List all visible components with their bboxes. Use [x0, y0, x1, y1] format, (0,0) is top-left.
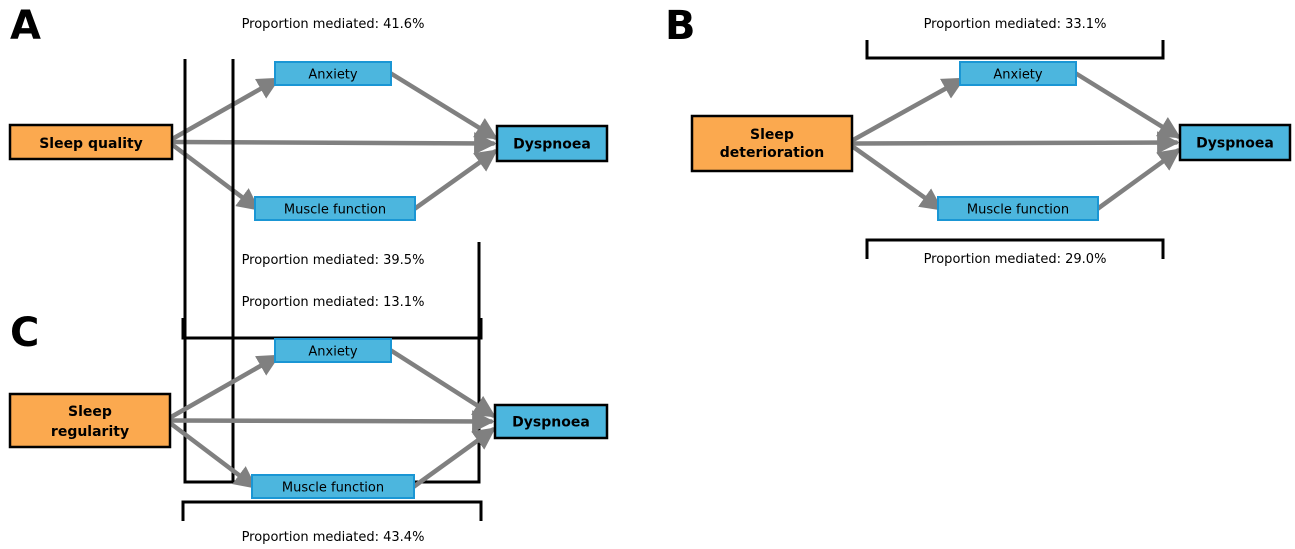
- arrow-exposure-to-outcome: [169, 410, 495, 433]
- arrow-anxiety-to-outcome: [388, 348, 497, 418]
- arrow-muscle-to-outcome: [1095, 148, 1181, 211]
- mediator-muscle-label: Muscle function: [967, 203, 1069, 218]
- exposure-label: Sleep: [68, 404, 112, 420]
- arrow-exposure-to-anxiety: [169, 354, 281, 419]
- exposure-box: [8, 123, 174, 161]
- arrow-exposure-to-outcome: [851, 131, 1180, 154]
- outcome-box: [1178, 123, 1292, 162]
- arrow-anxiety-to-outcome: [388, 71, 499, 140]
- mediator-muscle-label: Muscle function: [282, 481, 384, 496]
- panel-c: C Proportion mediated: 13.1% Proportion me…: [8, 295, 609, 545]
- outcome-box: [495, 124, 609, 163]
- arrow-exposure-to-muscle: [171, 143, 260, 211]
- exposure-label: Sleep: [750, 127, 794, 143]
- proportion-mediated-bottom: Proportion mediated: 29.0%: [924, 252, 1107, 267]
- arrow-muscle-to-outcome: [411, 427, 496, 489]
- mediator-anxiety-box: [274, 338, 392, 363]
- mediator-muscle-label: Muscle function: [284, 203, 386, 218]
- proportion-mediated-top: Proportion mediated: 13.1%: [242, 295, 425, 310]
- mediator-muscle-box: [254, 196, 416, 221]
- arrow-anxiety-to-outcome: [1073, 71, 1182, 139]
- mediator-anxiety-label: Anxiety: [308, 68, 358, 83]
- bracket-bottom: [181, 500, 483, 521]
- exposure-label: Sleep quality: [39, 136, 143, 152]
- proportion-mediated-top: Proportion mediated: 41.6%: [242, 17, 425, 32]
- arrow-exposure-to-muscle: [169, 422, 257, 489]
- mediator-muscle-box: [937, 196, 1099, 221]
- panel-label: C: [10, 310, 39, 356]
- bracket-top: [181, 318, 483, 340]
- outcome-label: Dyspnoea: [512, 415, 590, 431]
- panel-label: A: [10, 3, 41, 49]
- outcome-label: Dyspnoea: [513, 137, 591, 153]
- panel-label: B: [665, 3, 696, 49]
- arrow-exposure-to-outcome: [171, 132, 497, 155]
- proportion-mediated-top: Proportion mediated: 33.1%: [924, 17, 1107, 32]
- arrow-exposure-to-anxiety: [851, 77, 966, 142]
- outcome-box: [493, 403, 609, 440]
- arrow-exposure-to-anxiety: [171, 77, 281, 141]
- exposure-box: [8, 392, 172, 449]
- mediator-muscle-box: [251, 474, 415, 499]
- panel-a: A Proportion mediated: 41.6% Proportion me…: [8, 3, 609, 484]
- arrow-exposure-to-muscle: [851, 145, 943, 211]
- mediator-anxiety-box: [274, 61, 392, 86]
- outcome-label: Dyspnoea: [1196, 136, 1274, 152]
- mediator-anxiety-box: [959, 61, 1077, 86]
- exposure-box: [690, 114, 854, 173]
- proportion-mediated-bottom: Proportion mediated: 43.4%: [242, 530, 425, 545]
- exposure-label: regularity: [51, 424, 129, 440]
- proportion-mediated-bottom: Proportion mediated: 39.5%: [242, 253, 425, 268]
- mediator-anxiety-label: Anxiety: [993, 68, 1043, 83]
- bracket-top: [865, 40, 1165, 60]
- panel-b: B Proportion mediated: 33.1% Proportion me…: [665, 3, 1292, 267]
- arrow-muscle-to-outcome: [412, 149, 498, 211]
- bracket-bottom: [865, 238, 1165, 259]
- exposure-label: deterioration: [720, 145, 824, 161]
- mediator-anxiety-label: Anxiety: [308, 345, 358, 360]
